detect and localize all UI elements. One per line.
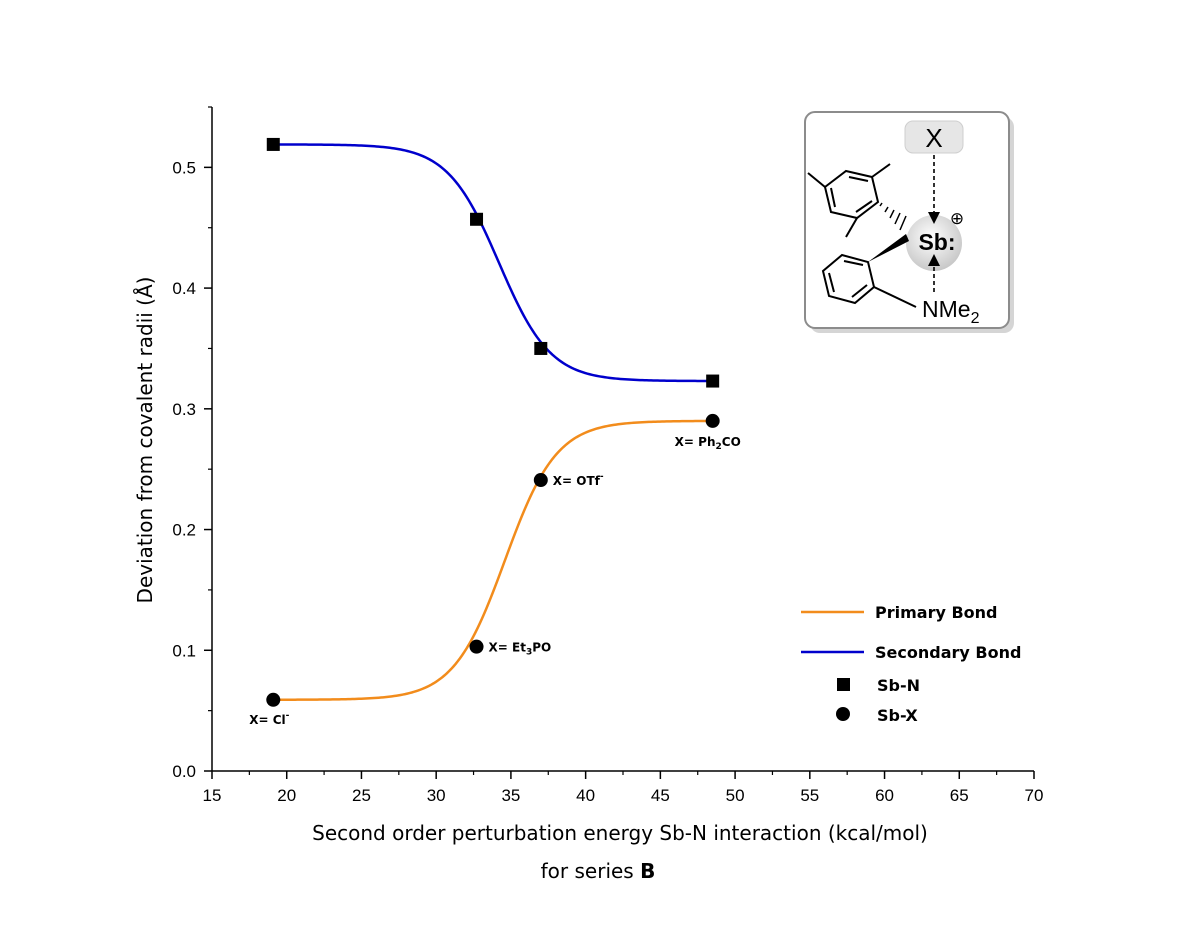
legend-circle-marker — [836, 707, 850, 721]
aryl-double-bond-3 — [828, 272, 835, 293]
x-tick-label: 20 — [277, 786, 296, 805]
x-tick-label: 15 — [203, 786, 222, 805]
sb-x-point — [533, 473, 548, 488]
x-axis-title-line2: for series B — [541, 859, 656, 883]
amine-subscript: 2 — [971, 310, 980, 327]
amine-text: NMe — [922, 296, 971, 322]
point-label: X= OTf- — [553, 472, 604, 488]
x-ligand-label: X — [925, 123, 942, 153]
x-axis-title-series: B — [640, 859, 655, 883]
secondary-bond-fit-line — [273, 143, 713, 383]
y-axis-title: Deviation from covalent radii (Å) — [133, 277, 157, 604]
sb-n-point — [470, 212, 484, 226]
x-axis-title-line2-text: for series — [541, 859, 640, 883]
x-tick-label: 45 — [651, 786, 670, 805]
y-tick-label: 0.4 — [172, 279, 196, 298]
sb-n-point — [706, 374, 720, 388]
x-axis-title: Second order perturbation energy Sb-N in… — [312, 821, 928, 845]
y-tick-label: 0.1 — [172, 641, 196, 660]
aryl-double-bond-2 — [851, 284, 868, 298]
point-label: X= Cl- — [249, 711, 289, 727]
mesityl-double-bond-3 — [830, 187, 836, 208]
methyl-ortho-1 — [871, 163, 891, 178]
legend-label: Sb-X — [877, 706, 918, 725]
sb-n-point — [266, 137, 280, 151]
legend: Primary Bond Secondary Bond Sb-N Sb-X — [801, 603, 1021, 725]
point-label: X= Ph2CO — [675, 435, 741, 452]
x-tick-label: 60 — [875, 786, 894, 805]
legend-label: Sb-N — [877, 676, 920, 695]
sb-label: Sb: — [918, 229, 955, 255]
arrowhead-up-icon — [928, 254, 940, 266]
x-ligand-box — [904, 120, 964, 154]
x-tick-label: 25 — [352, 786, 371, 805]
mesityl-double-bond-1 — [848, 176, 869, 182]
y-tick-label: 0.2 — [172, 521, 196, 540]
sb-x-point — [469, 639, 484, 654]
data-marks — [266, 137, 720, 707]
x-tick-label: 50 — [726, 786, 745, 805]
sb-x-point — [705, 413, 720, 428]
y-tick-label: 0.5 — [172, 158, 196, 177]
point-label: X= Et3PO — [489, 641, 552, 658]
arrowhead-down-icon — [928, 212, 940, 224]
x-tick-label: 40 — [576, 786, 595, 805]
x-tick-label: 30 — [427, 786, 446, 805]
aryl-to-n-bond — [873, 286, 917, 308]
wedge-bond — [868, 234, 909, 262]
amine-label: NMe2 — [922, 296, 980, 327]
y-tick-label: 0.0 — [172, 762, 196, 781]
x-tick-label: 35 — [501, 786, 520, 805]
sb-n-point — [534, 341, 548, 355]
point-labels: X= Cl- X= Et3PO X= OTf- X= Ph2CO — [249, 435, 741, 727]
y-tick-label: 0.3 — [172, 400, 196, 419]
axes: 15 20 25 30 35 40 45 50 55 60 65 70 0.0 0.1 0.2 0.3 0.4 0… — [172, 106, 1044, 805]
legend-label: Secondary Bond — [875, 643, 1021, 662]
hashed-bond — [879, 202, 907, 231]
positive-charge-icon: ⊕ — [950, 209, 964, 228]
primary-bond-fit-line — [273, 419, 713, 701]
methyl-para — [807, 172, 826, 188]
mesityl-double-bond-2 — [855, 200, 873, 213]
x-tick-label: 70 — [1025, 786, 1044, 805]
sb-atom-sphere — [906, 215, 962, 271]
molecule-inset: X Sb: ⊕ NMe2 — [804, 111, 1014, 333]
x-tick-label: 55 — [800, 786, 819, 805]
sb-x-point — [266, 692, 281, 707]
legend-square-marker — [837, 678, 850, 691]
aryl-double-bond-1 — [843, 260, 864, 266]
fit-curves — [273, 143, 713, 701]
legend-label: Primary Bond — [875, 603, 998, 622]
methyl-ortho-2 — [845, 217, 858, 238]
inset-frame — [804, 111, 1010, 329]
x-tick-label: 65 — [950, 786, 969, 805]
